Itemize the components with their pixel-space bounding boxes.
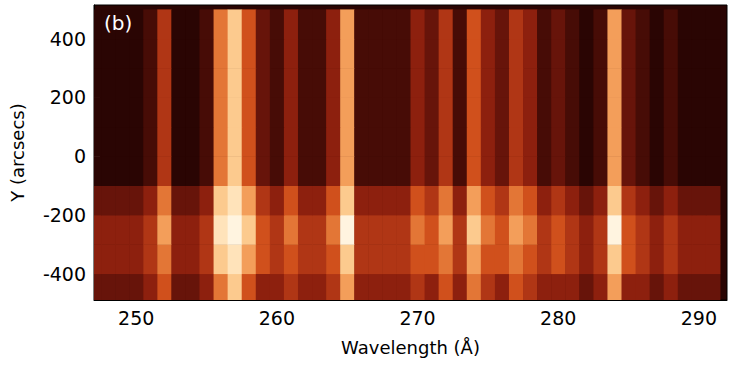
svg-text:280: 280 [540, 307, 576, 329]
svg-text:200: 200 [50, 86, 86, 108]
svg-text:260: 260 [259, 307, 295, 329]
svg-text:0: 0 [74, 145, 86, 167]
svg-text:-200: -200 [43, 204, 86, 226]
svg-text:290: 290 [681, 307, 717, 329]
svg-text:Y (arcsecs): Y (arcsecs) [7, 103, 28, 202]
svg-text:270: 270 [399, 307, 435, 329]
svg-text:-400: -400 [43, 263, 86, 285]
svg-text:Wavelength (Å): Wavelength (Å) [341, 337, 480, 358]
svg-text:(b): (b) [104, 11, 132, 35]
svg-text:250: 250 [118, 307, 154, 329]
svg-text:400: 400 [50, 28, 86, 50]
